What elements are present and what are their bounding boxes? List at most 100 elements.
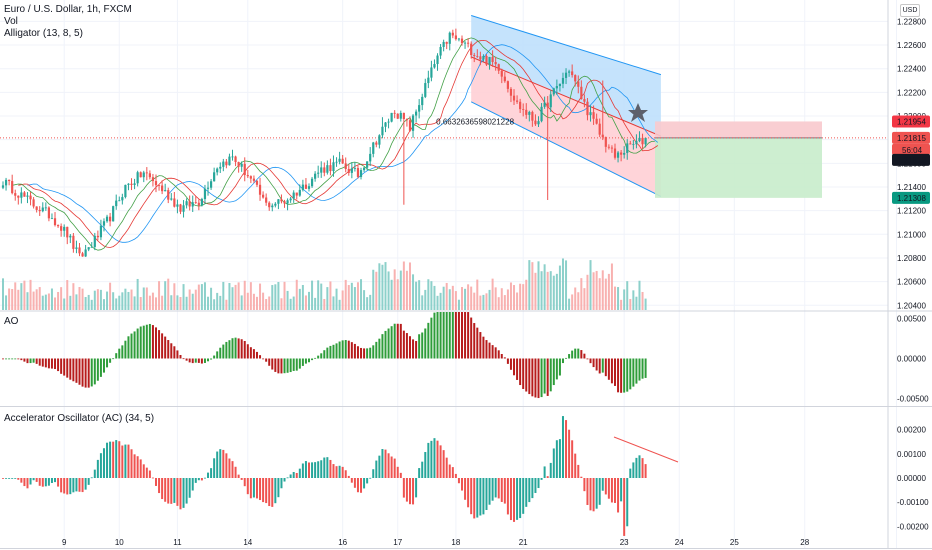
ac-bar <box>308 462 310 478</box>
volume-bar <box>243 280 246 310</box>
volume-bar <box>626 281 629 310</box>
candle-body <box>442 41 445 47</box>
channel-lower-line <box>470 101 662 197</box>
ac-bar <box>142 464 145 478</box>
ac-bar <box>525 478 528 507</box>
volume-bar <box>17 289 20 310</box>
ao-bar <box>457 312 460 359</box>
volume-bar <box>488 289 491 310</box>
candle-body <box>408 120 412 131</box>
volume-bar <box>390 279 393 310</box>
ac-bar <box>430 440 433 478</box>
ao-bar <box>540 358 543 398</box>
candle-body <box>96 235 99 238</box>
ao-bar <box>433 312 436 359</box>
ac-bar <box>329 459 332 478</box>
candle-body <box>372 142 375 154</box>
candle-body <box>497 64 500 71</box>
ac-bar <box>295 472 298 478</box>
volume-bar <box>332 296 335 310</box>
ac-bar <box>448 464 451 478</box>
volume-bar <box>106 291 109 310</box>
volume-bar <box>418 280 421 310</box>
ac-bar <box>516 478 519 520</box>
ao-bar <box>589 358 592 364</box>
candle-body <box>317 172 320 174</box>
ao-bar <box>335 343 338 359</box>
ao-bar <box>191 358 194 364</box>
volume-bar <box>203 282 206 310</box>
time-tick-label: 17 <box>393 538 402 547</box>
ac-bar <box>130 449 133 478</box>
ao-bar <box>519 358 522 386</box>
ao-bar <box>35 358 38 364</box>
ao-bar <box>329 345 332 359</box>
ac-bar <box>20 478 23 483</box>
ao-bar <box>259 355 262 359</box>
ac-bar <box>301 463 304 478</box>
ac-bar <box>561 416 564 478</box>
candle-body <box>298 189 301 196</box>
ac-bar <box>216 451 219 478</box>
ao-bar <box>124 340 127 359</box>
volume-bar <box>439 292 442 310</box>
ao-bar <box>161 333 164 359</box>
candle-body <box>436 55 439 65</box>
ao-bar <box>350 342 353 359</box>
ao-bar <box>274 358 277 372</box>
ac-bar <box>66 478 69 495</box>
candle-body <box>121 197 124 201</box>
ac-bar <box>565 420 568 478</box>
price-tick-label: 1.20400 <box>897 301 926 310</box>
ac-bar <box>338 465 341 478</box>
candle-body <box>586 101 589 116</box>
candle-body <box>145 172 148 174</box>
candle-body <box>329 165 332 172</box>
ac-bar <box>378 455 381 478</box>
volume-bar <box>509 282 512 310</box>
volume-bar <box>240 295 243 310</box>
ac-bar <box>415 478 418 498</box>
candle-body <box>44 207 47 209</box>
volume-bar <box>246 292 249 310</box>
ac-bar <box>571 440 574 478</box>
volume-bar <box>237 282 240 310</box>
candle-body <box>105 216 109 222</box>
ao-bar <box>286 358 289 373</box>
volume-bar <box>161 295 164 310</box>
ao-bar <box>87 358 90 388</box>
current-price-badge: 1.21815 <box>897 134 926 143</box>
candle-body <box>258 184 262 195</box>
volume-bar <box>341 290 344 310</box>
volume-bar <box>127 291 130 310</box>
volume-bar <box>513 285 516 310</box>
ao-bar <box>228 340 231 359</box>
ac-bar <box>589 478 592 511</box>
ac-bar <box>145 467 148 478</box>
candle-body <box>384 122 387 127</box>
currency-badge[interactable]: USD <box>900 4 920 17</box>
volume-bar <box>145 287 148 310</box>
candle-body <box>53 218 57 226</box>
ac-bar <box>124 444 127 478</box>
ac-bar <box>289 474 292 478</box>
ao-bar <box>112 358 115 360</box>
ac-bar <box>470 478 473 515</box>
volume-bar <box>369 294 372 310</box>
volume-bar <box>320 283 323 310</box>
candle-body <box>359 170 363 177</box>
ac-bar <box>259 478 262 501</box>
candle-body <box>167 190 170 200</box>
volume-bar <box>124 288 127 310</box>
ao-bar <box>240 339 243 359</box>
volume-bar <box>78 287 81 310</box>
candle-body <box>402 112 405 119</box>
ac-bar <box>500 478 503 502</box>
ac-bar <box>228 458 231 478</box>
time-tick-label: 14 <box>243 538 252 547</box>
volume-bar <box>363 290 366 310</box>
ao-bar <box>473 323 476 359</box>
volume-bar <box>164 281 167 310</box>
ao-legend: AO <box>4 316 19 327</box>
